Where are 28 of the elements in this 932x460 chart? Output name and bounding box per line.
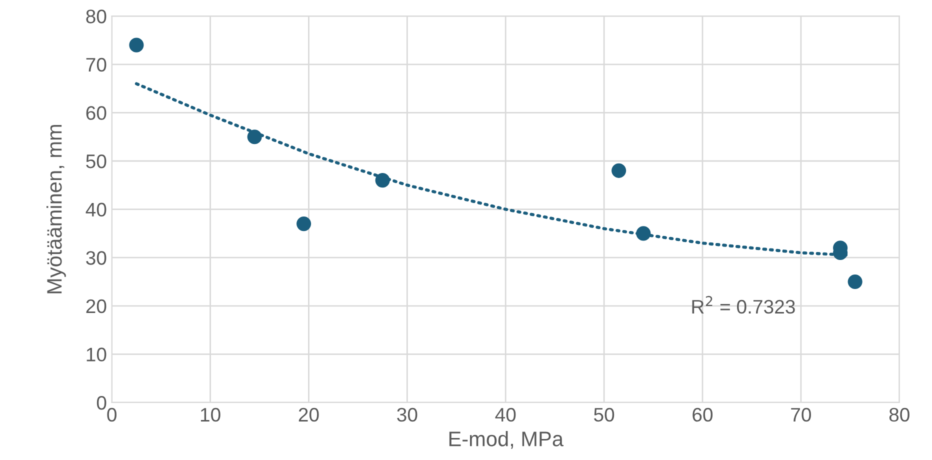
x-tick-label: 70	[791, 408, 811, 422]
point	[636, 226, 651, 241]
annotation: R$^{2}$ = 0.7323	[692, 296, 795, 314]
y-tick-label: 10	[86, 348, 106, 362]
y-tick-label: 60	[86, 106, 106, 120]
y-tick-label: 30	[86, 251, 106, 265]
point	[129, 38, 144, 52]
y-tick-label: 20	[86, 299, 106, 314]
x-tick-label: 20	[298, 408, 319, 422]
x-tick-label: 80	[889, 408, 910, 422]
y-tick-label: 70	[86, 58, 106, 72]
y-tick-label: 40	[86, 202, 106, 217]
x-tick-label: 50	[594, 408, 614, 422]
y-axis-title: Myötääminen, mm	[46, 124, 66, 294]
x-tick-label: 40	[495, 408, 516, 422]
x-tick-label: 60	[692, 408, 713, 422]
x-tick-label: 30	[397, 408, 418, 422]
point	[375, 173, 390, 188]
point	[296, 216, 312, 232]
y-tick-label: 80	[86, 10, 106, 24]
x-tick-label: 10	[200, 408, 220, 422]
y-tick-label: 0	[96, 396, 106, 410]
x-axis-title: E-mod, MPa	[449, 431, 564, 449]
x-tick-label: 0	[107, 408, 116, 422]
y-tick-label: 50	[86, 154, 106, 168]
point	[247, 130, 262, 144]
point	[848, 274, 862, 290]
point	[612, 163, 626, 178]
